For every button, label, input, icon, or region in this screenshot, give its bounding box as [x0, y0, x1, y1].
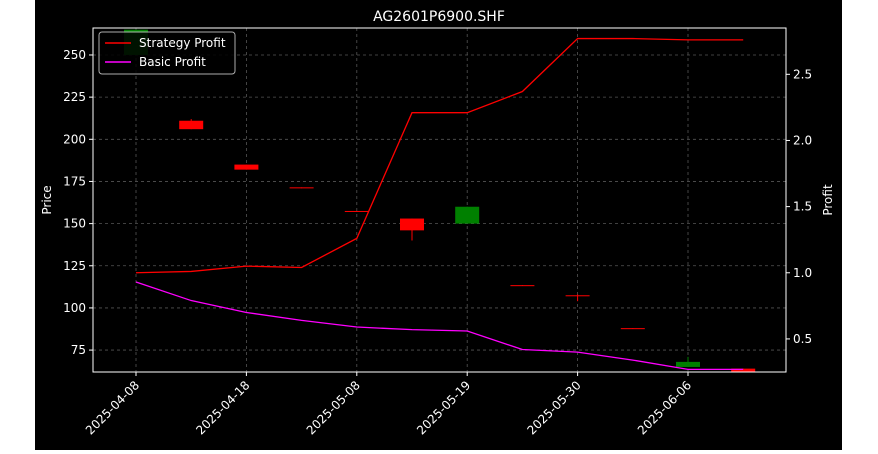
legend: Strategy Profit Basic Profit [98, 31, 236, 75]
y-left-tick-label: 150 [63, 217, 86, 231]
legend-basic-label: Basic Profit [139, 55, 206, 69]
x-tick-label: 2025-05-30 [525, 378, 584, 437]
x-tick-label: 2025-06-06 [635, 378, 694, 437]
candle-body [620, 328, 645, 330]
candle-body [179, 120, 204, 130]
y-left-tick-label: 225 [63, 90, 86, 104]
candle-body [731, 368, 756, 372]
chart-title: AG2601P6900.SHF [373, 9, 505, 25]
legend-box [98, 31, 236, 75]
y-axis-left-label: Price [40, 185, 54, 214]
candle-body [344, 210, 369, 212]
legend-strategy-label: Strategy Profit [139, 36, 226, 50]
y-left-tick-label: 200 [63, 132, 86, 146]
y-left-tick-label: 100 [63, 301, 86, 315]
x-tick-label: 2025-04-08 [83, 378, 142, 437]
candle-body [289, 187, 314, 189]
y-left-tick-label: 175 [63, 174, 86, 188]
candle-body [565, 295, 590, 297]
candle-body [400, 218, 424, 231]
y-right-tick-label: 1.5 [793, 200, 812, 214]
chart-svg: AG2601P6900.SHF 75100125150175200225250 … [40, 9, 835, 437]
x-tick-label: 2025-04-18 [193, 378, 252, 437]
candle-body [676, 361, 700, 367]
y-right-tick-label: 0.5 [793, 332, 812, 346]
x-tick-label: 2025-05-08 [304, 378, 363, 437]
candles [124, 29, 756, 372]
y-right-tick-label: 2.0 [793, 133, 812, 147]
plot-frame [92, 27, 787, 373]
candle-body [510, 285, 535, 287]
profit-lines [135, 37, 744, 371]
grid [93, 28, 786, 372]
x-tick-label: 2025-05-19 [414, 378, 473, 437]
basic-profit-line [135, 281, 744, 371]
y-right-tick-label: 2.5 [793, 67, 812, 81]
x-axis: 2025-04-08 2025-04-18 2025-05-08 2025-05-19… [83, 372, 694, 437]
y-left-tick-label: 75 [71, 343, 86, 357]
chart-figure: AG2601P6900.SHF 75 100 125 150 175 200 225 250 … [35, 0, 842, 450]
y-right-tick-label: 1.0 [793, 266, 812, 280]
left-axis: 75 100 125 150 175 200 225 250 [63, 48, 93, 357]
candle-body [234, 164, 259, 170]
y-left-tick-label: 125 [63, 259, 86, 273]
strategy-profit-line [135, 37, 744, 274]
y-axis-right-label: Profit [821, 184, 835, 216]
candle-body [455, 206, 480, 224]
right-axis: 0.5 1.0 1.5 2.0 2.5 [786, 67, 812, 346]
y-left-tick-label: 250 [63, 48, 86, 62]
